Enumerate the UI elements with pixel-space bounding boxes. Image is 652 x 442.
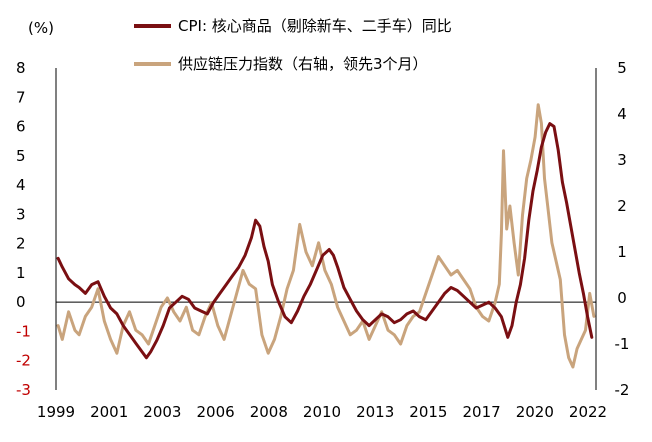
y-right-tick-label: 3 [617,151,627,169]
y-left-tick-label: 5 [16,147,26,165]
x-tick-label: 2013 [356,403,394,421]
x-tick-label: 2003 [143,403,181,421]
y-right-tick-label: 0 [617,289,627,307]
x-tick-label: 2017 [463,403,501,421]
y-left-tick-label: 6 [16,118,26,136]
y-left-tick-label: 1 [16,264,26,282]
legend: CPI: 核心商品（剔除新车、二手车）同比 供应链压力指数（右轴，领先3个月） [134,17,452,73]
y-left-tick-label: 0 [16,293,26,311]
unit-label: (%) [28,19,54,37]
x-tick-label: 2001 [90,403,128,421]
x-tick-label: 2020 [516,403,554,421]
y-right-tick-label: -1 [615,335,630,353]
y-left-tick-label: 4 [16,176,26,194]
x-tick-label: 1999 [37,403,75,421]
y-right-tick-label: 1 [617,243,627,261]
series-line-supply-pressure [56,103,596,369]
plot-area: 8 7 6 5 4 3 2 1 0 -1 -2 -3 5 4 3 2 1 0 -1 -2 1999 2001 2003 200… [16,59,629,421]
legend-label-supply: 供应链压力指数（右轴，领先3个月） [178,55,428,73]
y-left-tick-label: 8 [16,59,26,77]
y-left-tick-label: 7 [16,88,26,106]
y-right-tick-label: 4 [617,105,627,123]
y-left-tick-label: -2 [16,352,31,370]
legend-label-cpi: CPI: 核心商品（剔除新车、二手车）同比 [178,17,452,35]
series-line-cpi [56,122,594,360]
x-tick-label: 2022 [569,403,607,421]
x-tick-label: 2010 [303,403,341,421]
y-right-tick-label: 2 [617,197,627,215]
y-right-tick-label: 5 [617,59,627,77]
x-tick-label: 2008 [250,403,288,421]
y-left-tick-label: 2 [16,235,26,253]
y-left-tick-label: -1 [16,322,31,340]
y-left-tick-label: 3 [16,205,26,223]
x-tick-label: 2015 [409,403,447,421]
y-left-tick-label: -3 [16,381,31,399]
y-right-tick-label: -2 [615,381,630,399]
x-tick-label: 2006 [197,403,235,421]
